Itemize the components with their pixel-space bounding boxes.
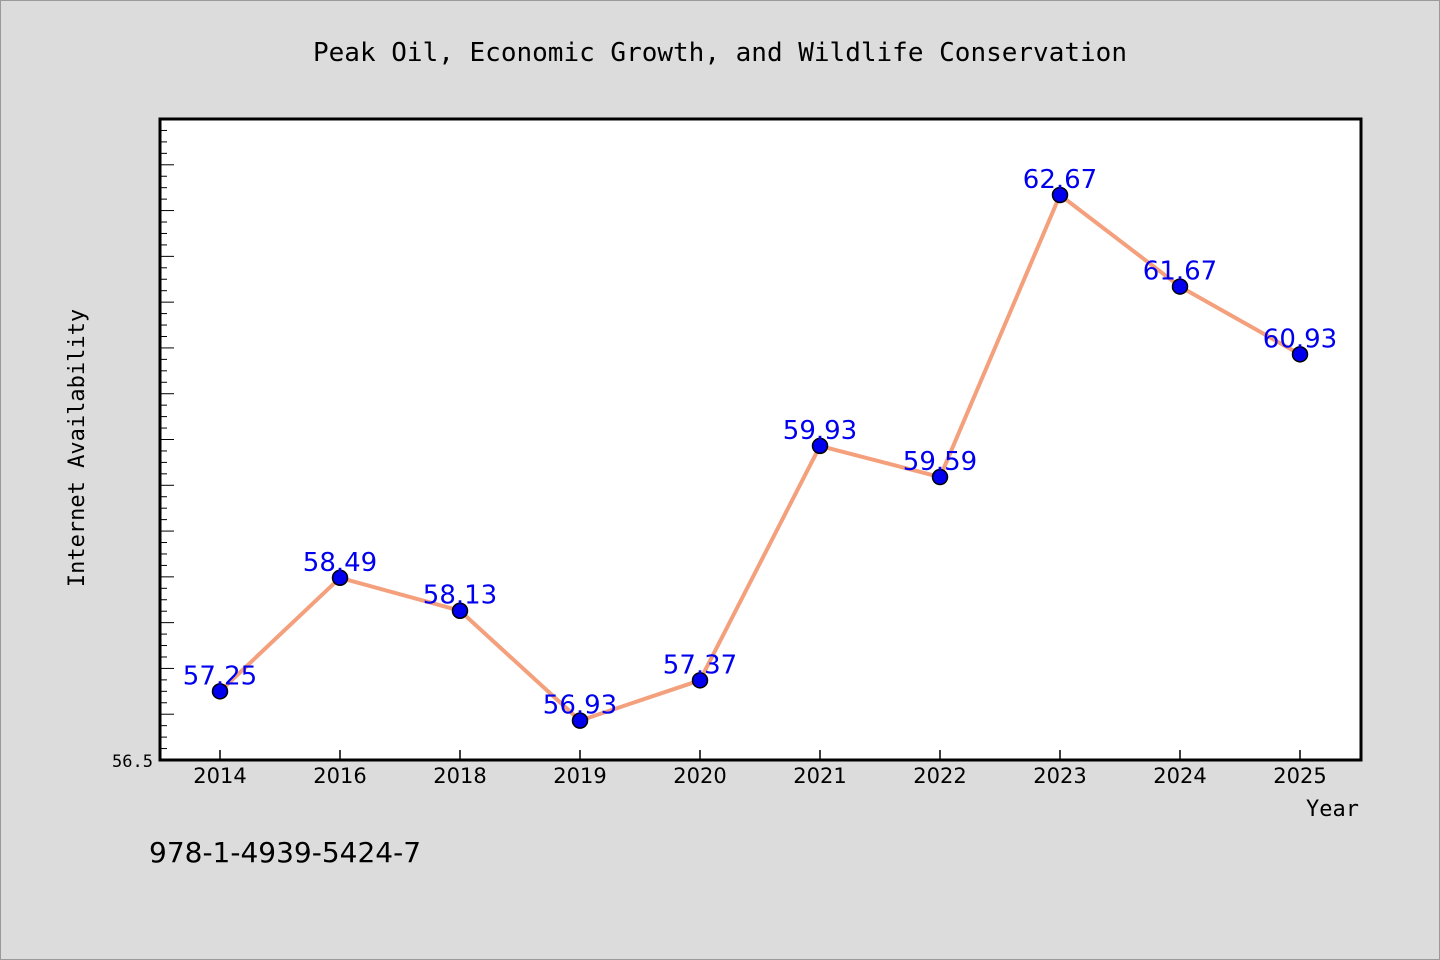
x-tick-label: 2021 [793,764,846,788]
y-axis-min-label: 56.5 [112,752,153,772]
x-tick-label: 2023 [1033,764,1086,788]
x-tick-label: 2022 [913,764,966,788]
data-label: 57.25 [183,661,257,691]
data-point-marker [571,712,589,729]
x-axis-ticks [219,750,1301,760]
data-point-marker [1171,278,1189,295]
isbn-text: 978-1-4939-5424-7 [149,836,421,869]
data-point-marker [331,569,349,587]
data-point-marker [1291,346,1309,363]
x-tick-label: 2019 [553,764,606,788]
data-point-marker [811,437,829,455]
data-point-marker [691,672,709,689]
data-label: 60.93 [1263,324,1337,354]
data-label: 59.59 [903,447,977,477]
data-point-marker [451,602,469,619]
plot-area [160,119,1361,760]
data-label: 56.93 [543,691,617,721]
data-point-marker [931,468,949,486]
x-tick-label: 2025 [1273,764,1326,788]
y-axis-label: Internet Availability [65,309,90,587]
x-axis-label: Year [1306,797,1359,822]
x-tick-label: 2014 [193,764,246,788]
data-label: 57.37 [663,650,737,680]
x-tick-label: 2016 [313,764,366,788]
data-label: 59.93 [783,416,857,446]
x-tick-label: 2024 [1153,764,1206,788]
data-markers [211,186,1309,729]
data-label: 58.13 [423,581,497,611]
x-tick-label: 2018 [433,764,486,788]
data-label: 62.67 [1023,165,1097,195]
series-line [218,193,1301,723]
x-axis-tick-labels: 2014 2016 2018 2019 2020 2021 2022 2023 2024 2025 [193,764,1326,788]
data-labels: 57.25 58.49 58.13 56.93 57.37 59.93 59.59 62.67… [183,165,1337,721]
chart-title: Peak Oil, Economic Growth, and Wildlife … [313,38,1127,68]
data-label: 61.67 [1143,257,1217,287]
x-tick-label: 2020 [673,764,726,788]
plot-border [158,117,1363,762]
data-label: 58.49 [303,548,377,578]
data-point-marker [1051,186,1069,204]
data-point-marker [211,683,229,700]
